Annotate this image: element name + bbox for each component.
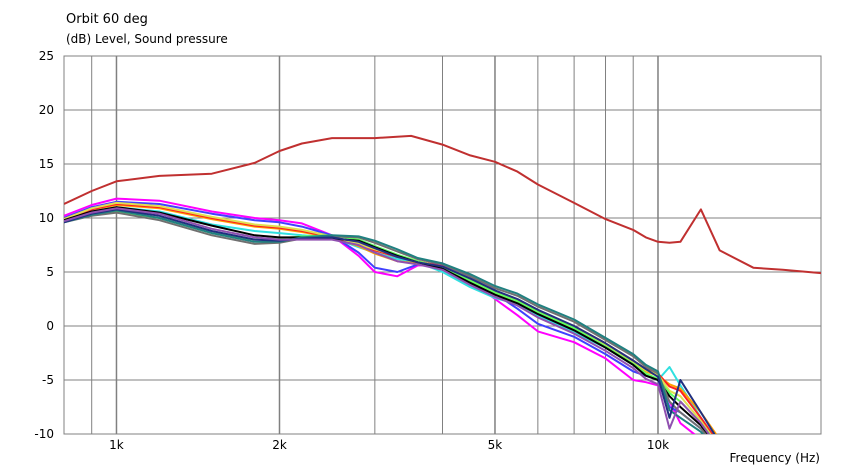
data-series <box>64 134 821 434</box>
x-axis-label: Frequency (Hz) <box>729 451 821 465</box>
x-tick-label: 10k <box>647 438 669 452</box>
x-tick-label: 1k <box>109 438 124 452</box>
series-line-11 <box>64 209 705 434</box>
tick-labels: 25 20 15 10 5 0 -5 -10 1k 2k 5k 10k <box>34 49 669 452</box>
y-tick-label: 5 <box>46 265 54 279</box>
y-tick-label: 15 <box>39 157 54 171</box>
x-tick-label: 5k <box>488 438 503 452</box>
y-tick-label: -10 <box>34 427 54 441</box>
y-tick-label: -5 <box>42 373 54 387</box>
y-tick-label: 25 <box>39 49 54 63</box>
y-tick-label: 20 <box>39 103 54 117</box>
y-axis-label: (dB) Level, Sound pressure <box>66 32 228 46</box>
series-line-13 <box>64 207 710 434</box>
y-tick-label: 0 <box>46 319 54 333</box>
series-line-1 <box>64 134 821 275</box>
chart-title: Orbit 60 deg <box>66 12 148 27</box>
x-tick-label: 2k <box>272 438 287 452</box>
y-tick-label: 10 <box>39 211 54 225</box>
series-line-12 <box>64 208 716 434</box>
